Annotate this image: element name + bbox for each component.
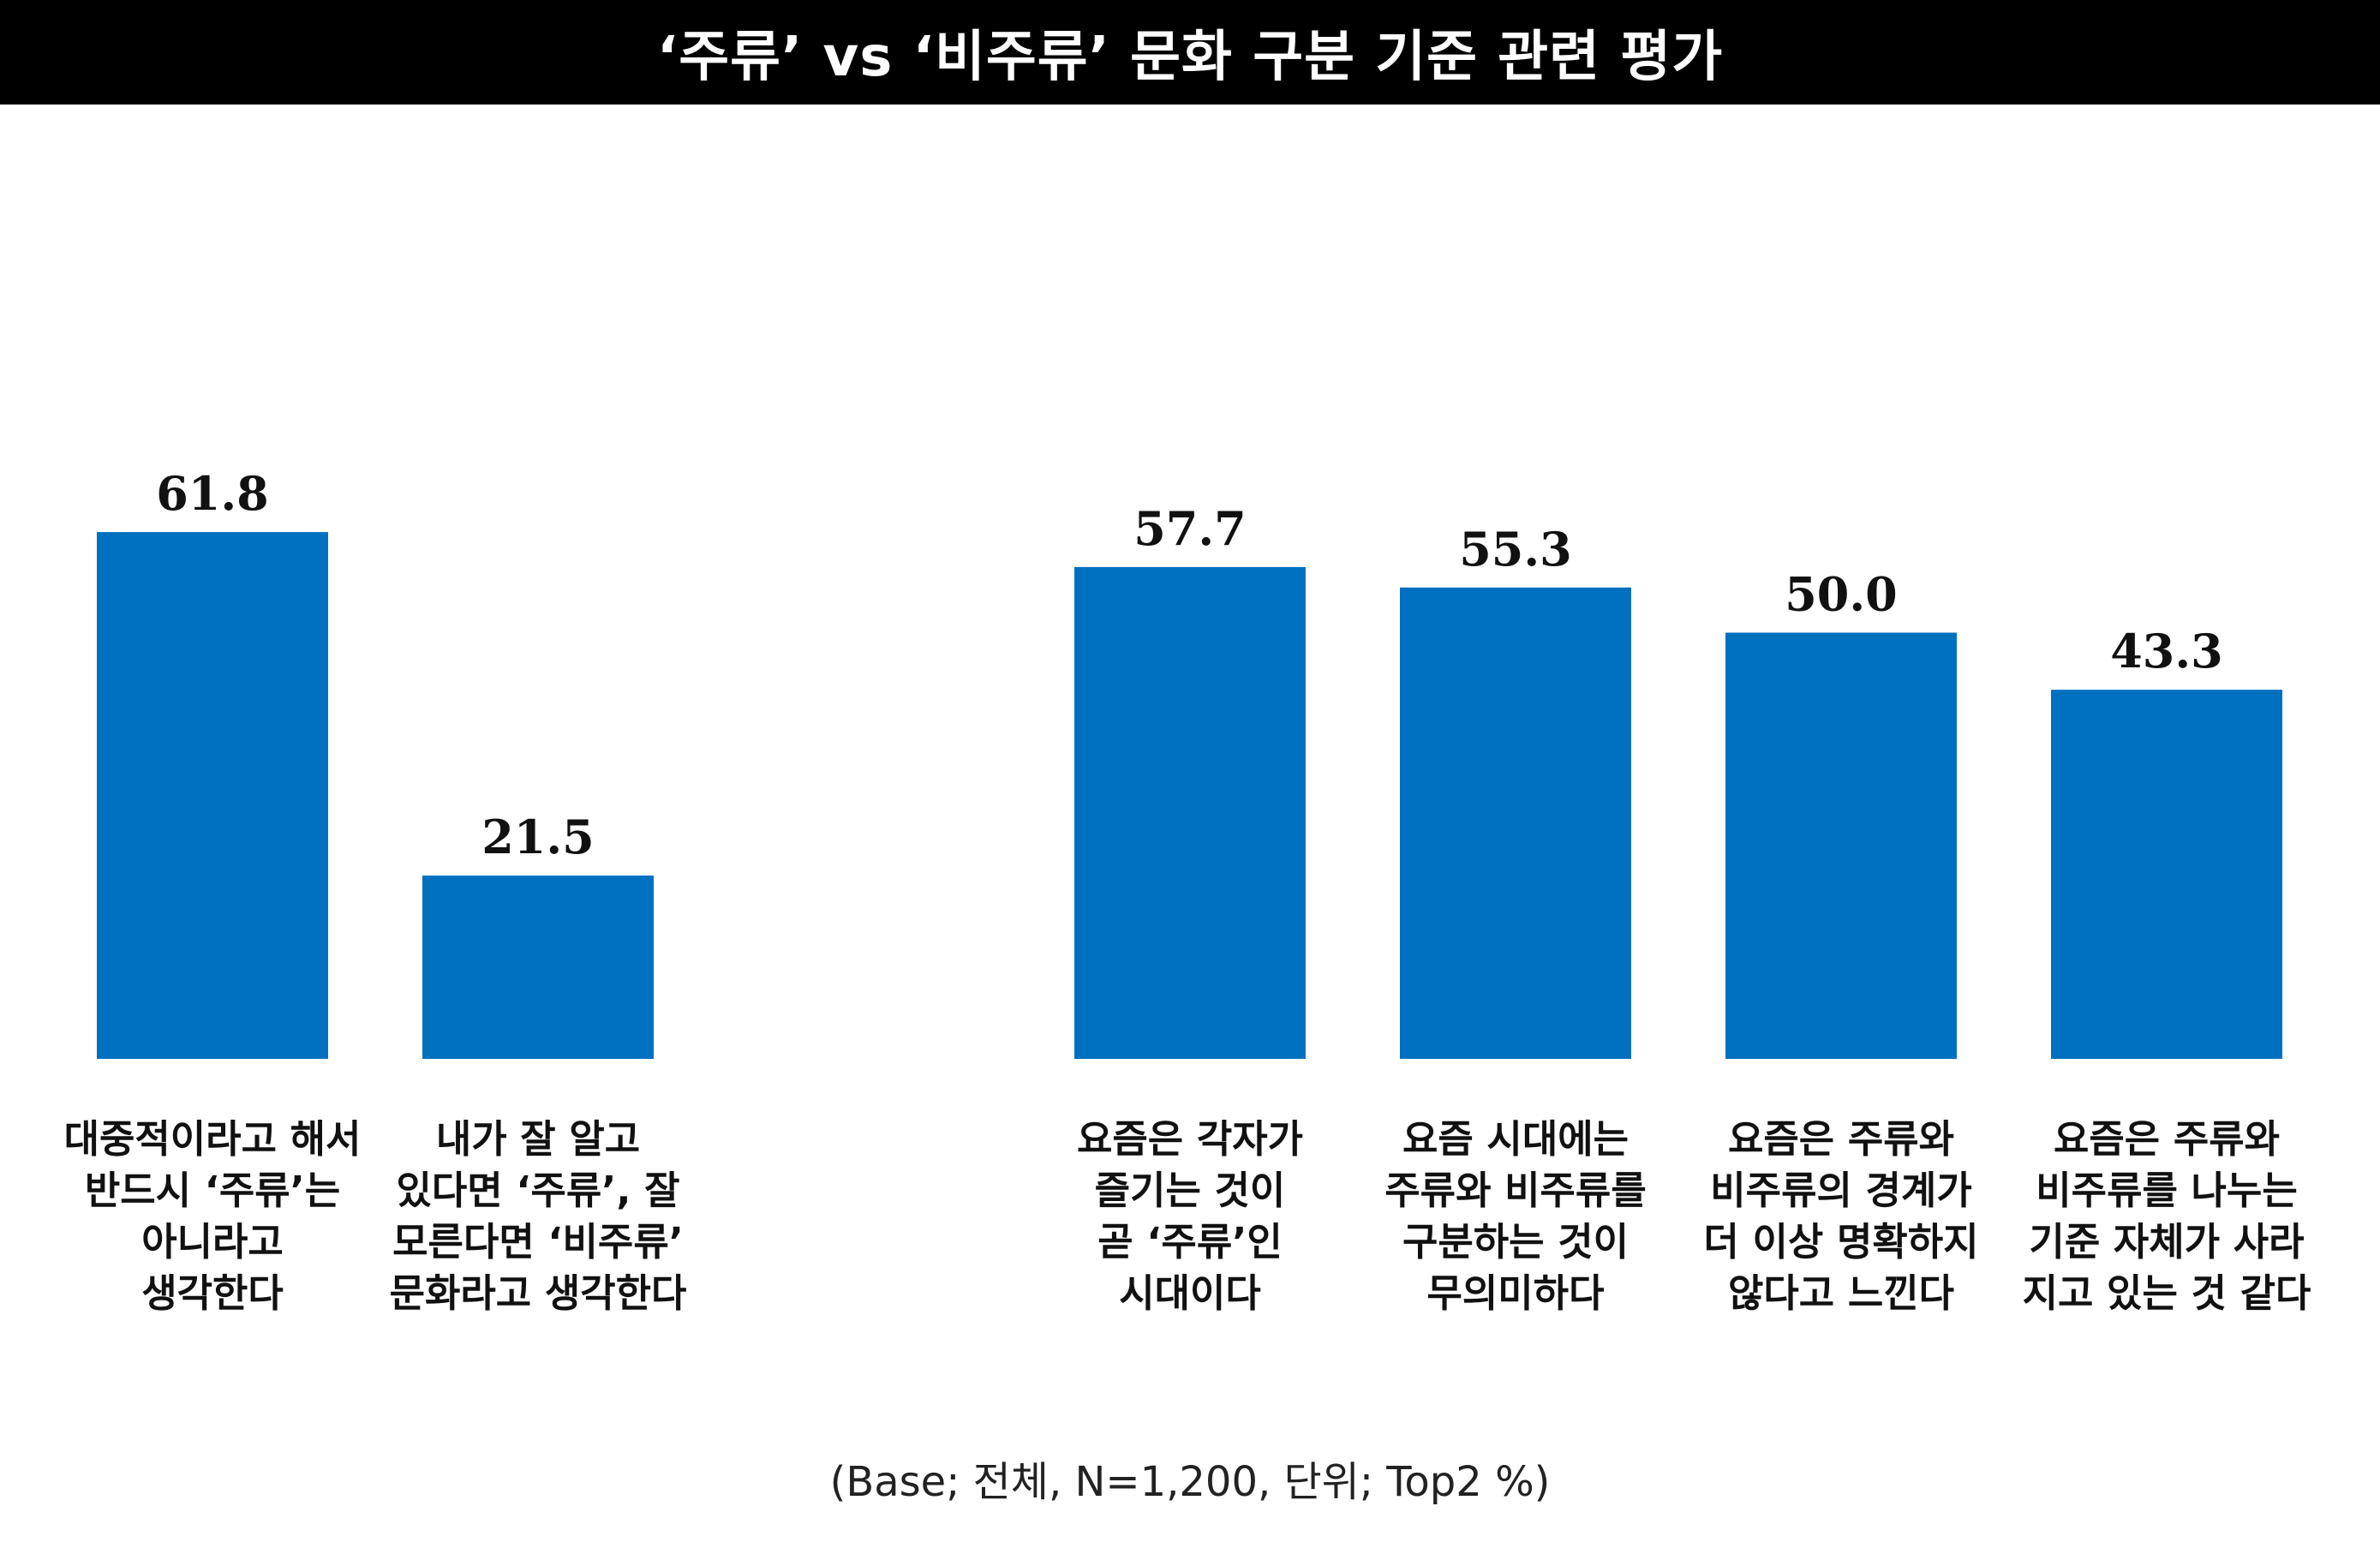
bar (1725, 632, 1957, 1059)
category-label-line: 지고 있는 것 같다 (2023, 1270, 2311, 1316)
bar (2051, 690, 2282, 1059)
category-label-line: 더 이상 명확하지 (1703, 1219, 1978, 1264)
category-label-line: 요즘은 주류와 (1728, 1116, 1954, 1162)
bar-value-label: 55.3 (1459, 522, 1572, 577)
bar-value-label: 61.8 (156, 466, 269, 521)
category-label-line: 반드시 ‘주류’는 (85, 1168, 340, 1213)
bar (422, 876, 654, 1059)
category-label-line: 비주류를 나누는 (2036, 1168, 2297, 1213)
category-label-line: 생각한다 (141, 1270, 284, 1316)
bar (97, 532, 328, 1059)
category-label-line: 기준 자체가 사라 (2029, 1219, 2304, 1264)
category-label-line: 곧 ‘주류’인 (1097, 1219, 1282, 1264)
bar-value-label: 50.0 (1785, 567, 1898, 622)
category-label-line: 요즘은 주류와 (2054, 1116, 2280, 1162)
category-label-line: 모른다면 ‘비주류’ (392, 1219, 684, 1264)
footnote: (Base; 전체, N=1,200, 단위; Top2 %) (829, 1458, 1551, 1506)
bar-value-label: 21.5 (481, 810, 595, 864)
category-label-line: 대중적이라고 해서 (64, 1116, 362, 1162)
bar (1074, 566, 1306, 1059)
title-bar: ‘주류’ vs ‘비주류’ 문화 구분 기준 관련 평가 (0, 0, 2380, 105)
category-label-line: 시대이다 (1119, 1270, 1261, 1316)
bar-value-label: 43.3 (2110, 624, 2223, 678)
category-label-line: 문화라고 생각한다 (390, 1270, 687, 1316)
category-label-line: 비주류의 경계가 (1710, 1168, 1971, 1213)
category-label-line: 주류와 비주류를 (1384, 1168, 1646, 1213)
category-label-line: 구분하는 것이 (1402, 1219, 1629, 1264)
category-label-line: 즐기는 것이 (1095, 1168, 1286, 1213)
category-label-line: 아니라고 (141, 1219, 284, 1264)
chart-title: ‘주류’ vs ‘비주류’ 문화 구분 기준 관련 평가 (656, 26, 1724, 89)
category-label-line: 무의미하다 (1426, 1270, 1604, 1316)
category-label-line: 요즘 시대에는 (1402, 1116, 1629, 1162)
category-label-line: 내가 잘 알고 (436, 1116, 640, 1162)
category-label-line: 요즘은 각자가 (1077, 1116, 1303, 1162)
category-label-line: 있다면 ‘주류’, 잘 (396, 1168, 679, 1213)
bar (1400, 587, 1631, 1059)
category-label-line: 않다고 느낀다 (1728, 1270, 1954, 1316)
bar-value-label: 57.7 (1133, 501, 1247, 556)
